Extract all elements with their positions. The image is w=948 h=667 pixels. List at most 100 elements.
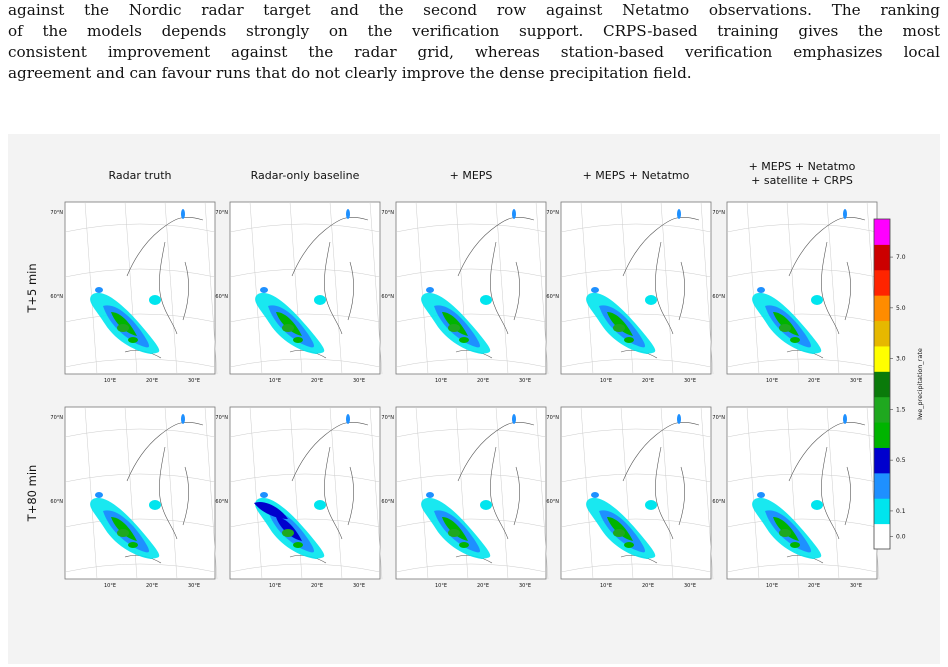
precip-cell xyxy=(314,295,326,305)
colorbar-segment xyxy=(874,422,890,448)
map-panel: 70°N 60°N 10°E 20°E 30°E xyxy=(546,406,714,589)
lon-label: 30°E xyxy=(188,378,200,384)
graticule-line xyxy=(560,563,712,573)
graticule-line xyxy=(660,201,674,375)
graticule-line xyxy=(369,201,383,375)
lon-label: 20°E xyxy=(642,378,654,384)
precip-core xyxy=(442,517,468,541)
colorbar-segment xyxy=(874,269,890,296)
lon-label: 20°E xyxy=(146,378,158,384)
graticule-line xyxy=(700,201,714,375)
graticule-line xyxy=(84,201,98,375)
graticule-line xyxy=(560,473,712,483)
precip-cell xyxy=(811,295,823,305)
coastline xyxy=(124,422,204,564)
graticule-line xyxy=(229,428,381,438)
precip-cell xyxy=(149,500,161,510)
graticule-line xyxy=(866,406,880,580)
graticule-line xyxy=(395,358,547,368)
precip-cell xyxy=(181,209,185,219)
colorbar-segment xyxy=(874,244,890,271)
colorbar-segment xyxy=(874,320,890,347)
body-paragraph: against the Nordic radar target and the … xyxy=(8,0,940,84)
graticule-line xyxy=(369,406,383,580)
precip-cell xyxy=(677,414,681,424)
colorbar-segment xyxy=(874,295,890,322)
precip-core xyxy=(607,517,633,541)
graticule-line xyxy=(64,473,216,483)
lat-label: 60°N xyxy=(546,499,559,505)
lat-label: 60°N xyxy=(381,294,394,300)
column-title: + MEPS + Netatmo xyxy=(583,169,690,182)
colorbar: 7.0 5.0 3.0 1.5 0.5 0.1 0.0 lwe_precipitation_r… xyxy=(873,218,924,550)
graticule-line xyxy=(726,428,878,438)
lat-label: 60°N xyxy=(381,499,394,505)
column-title: Radar-only baseline xyxy=(251,169,360,182)
precip-core xyxy=(117,529,129,537)
precip-core xyxy=(613,324,625,332)
precip-core xyxy=(111,312,137,336)
precip-core xyxy=(293,542,303,548)
graticule-line xyxy=(826,406,840,580)
precip-core xyxy=(117,324,129,332)
paragraph-line: of the models depends strongly on the ve… xyxy=(8,22,940,40)
precip-cell xyxy=(314,500,326,510)
coastline xyxy=(786,422,866,564)
row-label: T+80 min xyxy=(25,465,39,523)
lon-label: 30°E xyxy=(353,583,365,589)
lat-label: 70°N xyxy=(215,415,228,421)
graticule-line xyxy=(204,201,218,375)
precip-core xyxy=(442,312,468,336)
graticule-line xyxy=(164,201,178,375)
graticule-line xyxy=(395,223,547,233)
lon-label: 20°E xyxy=(808,583,820,589)
precip-cell xyxy=(512,414,516,424)
graticule-line xyxy=(64,223,216,233)
lat-label: 60°N xyxy=(215,294,228,300)
column-title: + MEPS xyxy=(450,169,493,182)
graticule-line xyxy=(229,313,381,323)
precip-core xyxy=(459,542,469,548)
graticule-line xyxy=(395,563,547,573)
graticule-line xyxy=(726,473,878,483)
graticule-line xyxy=(726,518,878,528)
coastline xyxy=(124,217,204,359)
precip-cell xyxy=(677,209,681,219)
graticule-line xyxy=(64,358,216,368)
paragraph-line: against the Nordic radar target and the … xyxy=(8,1,940,19)
graticule-line xyxy=(229,223,381,233)
precip-cell xyxy=(843,414,847,424)
precip-cell xyxy=(645,295,657,305)
precip-core xyxy=(111,517,137,541)
graticule-line xyxy=(660,406,674,580)
lat-label: 60°N xyxy=(712,499,725,505)
map-panel: 70°N 60°N 10°E 20°E 30°E xyxy=(50,201,218,384)
lon-label: 10°E xyxy=(435,583,447,589)
colorbar-tick-label: 5.0 xyxy=(896,305,906,312)
graticule-line xyxy=(560,268,712,278)
lon-label: 30°E xyxy=(188,583,200,589)
map-panel: 70°N 60°N 10°E 20°E 30°E xyxy=(712,201,880,384)
graticule-line xyxy=(395,518,547,528)
precip-core xyxy=(448,529,460,537)
map-panel: 70°N 60°N 10°E 20°E 30°E xyxy=(50,406,218,589)
paragraph-line: consistent improvement against the radar… xyxy=(8,43,940,61)
colorbar-tick-label: 3.0 xyxy=(896,356,906,363)
graticule-line xyxy=(64,518,216,528)
lon-label: 30°E xyxy=(850,378,862,384)
graticule-line xyxy=(726,313,878,323)
precip-cell xyxy=(260,287,268,293)
lat-label: 70°N xyxy=(546,415,559,421)
graticule-line xyxy=(395,428,547,438)
precip-core xyxy=(613,529,625,537)
graticule-line xyxy=(495,406,509,580)
lon-label: 10°E xyxy=(104,378,116,384)
colorbar-tick-label: 0.1 xyxy=(896,508,906,515)
precip-cell xyxy=(757,287,765,293)
lat-label: 70°N xyxy=(381,210,394,216)
map-panel: 70°N 60°N 10°E 20°E 30°E xyxy=(712,406,880,589)
precip-core xyxy=(624,337,634,343)
graticule-line xyxy=(229,518,381,528)
precip-core xyxy=(293,337,303,343)
graticule-line xyxy=(329,406,343,580)
